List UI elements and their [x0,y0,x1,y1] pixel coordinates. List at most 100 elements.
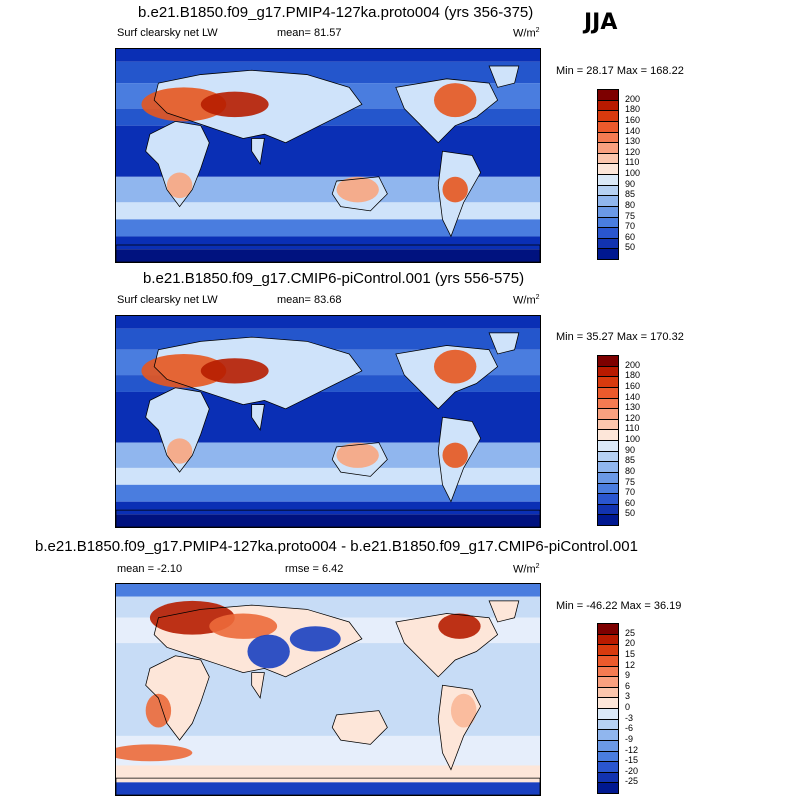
zonal-band [116,584,540,597]
coastline [153,604,363,678]
colorbar-tick-label: -3 [625,712,634,723]
panel-2-map-plot [116,316,540,527]
colorbar-tick-label: 50 [625,242,636,253]
colorbar-tick-label: 100 [625,434,641,444]
panel-1-title: b.e21.B1850.f09_g17.PMIP4-127ka.proto004… [138,4,534,21]
colorbar-tick-label: 20 [625,638,636,649]
panel-3-rmse-label: rmse = 6.42 [285,563,344,575]
panel-1-colorbar: 200 180 160 140 130 120 110 100 90 85 80 75 70 60 50 [597,89,657,260]
zonal-band [116,49,540,62]
colorbar-tick-label: 120 [625,146,641,157]
field-anomaly [438,613,481,639]
panel-2-mean-label: mean= 83.68 [277,294,342,306]
field-anomaly [145,693,172,728]
field-anomaly [141,87,227,122]
colorbar-tick-label: 130 [625,402,641,413]
colorbar-tick-label: -6 [625,723,634,734]
coastline [488,332,520,355]
colorbar-cell [597,782,619,794]
panel-3-map-plot [116,584,540,795]
panel-2-variable-label: Surf clearsky net LW [117,294,218,306]
coastline [437,684,482,771]
colorbar-tick-label: 50 [625,508,636,519]
colorbar-tick-label: 75 [625,210,636,221]
colorbar-tick-label: 100 [625,168,641,178]
colorbar-tick-label: 85 [625,189,636,200]
colorbar-tick-label: 180 [625,370,641,381]
field-anomaly [200,358,269,384]
panel-2-colorbar: 200 180 160 140 130 120 110 100 90 85 80 75 70 60 50 [597,355,657,526]
field-anomaly [116,744,193,762]
field-anomaly [289,626,341,652]
panel-1-mean-label: mean= 81.57 [277,27,342,39]
colorbar-tick-label: 12 [625,659,636,670]
land-region [489,332,519,354]
land-region [145,387,210,473]
zonal-band [116,765,540,783]
land-region [251,672,265,698]
coastline [437,416,482,503]
season-label: JJA [584,10,618,35]
coastline [153,69,363,144]
zonal-band [116,202,540,220]
colorbar-tick-label: 70 [625,221,636,232]
coastline [395,345,499,410]
land-region [489,66,519,88]
colorbar-tick-label: 160 [625,114,641,125]
field-anomaly [434,349,477,384]
panel-3-map [115,583,541,796]
land-region [145,655,210,741]
coastline [437,150,482,238]
panel-3-title: b.e21.B1850.f09_g17.PMIP4-127ka.proto004… [35,538,638,555]
colorbar-tick-label: 200 [625,359,641,370]
coastline [251,672,265,699]
field-anomaly [209,613,278,639]
colorbar-tick-label: 3 [625,691,631,702]
land-region [145,121,210,207]
colorbar-tick-label: 110 [625,157,640,168]
colorbar-tick-label: -15 [625,755,639,766]
field-anomaly [166,172,193,199]
coastline [116,244,540,262]
coastline [488,65,520,88]
colorbar-tick-label: 0 [625,702,631,712]
panel-2-map [115,315,541,528]
coastline [145,655,210,741]
colorbar-tick-label: -25 [625,776,639,787]
colorbar-tick-label: 15 [625,648,636,659]
land-region [332,710,388,745]
coastline [331,442,388,477]
colorbar-tick-label: 6 [625,680,631,691]
colorbar-tick-label: 60 [625,497,636,508]
zonal-band [116,501,540,515]
land-region [489,600,519,622]
colorbar-tick-label: -9 [625,733,634,744]
colorbar-tick-label: 160 [625,380,641,391]
colorbar-cell [597,514,619,526]
colorbar-tick-label: 85 [625,455,636,466]
colorbar-tick-label: 9 [625,670,631,681]
colorbar-tick-label: 110 [625,423,640,434]
zonal-band [116,316,540,329]
field-anomaly [141,353,227,388]
panel-1-map-plot [116,49,540,262]
field-anomaly [336,442,379,468]
field-anomaly [450,693,477,728]
panel-2-minmax: Min = 35.27 Max = 170.32 [556,331,684,343]
colorbar-tick-label: 80 [625,199,636,210]
zonal-band [116,782,540,795]
field-anomaly [434,83,477,118]
panel-3-colorbar: 25 20 15 12 9 6 3 0 -3 -6 -9 -12 -15 -20 -25 [597,623,657,794]
field-anomaly [200,91,269,118]
zonal-band [116,484,540,502]
colorbar-tick-label: 60 [625,231,636,242]
panel-1-variable-label: Surf clearsky net LW [117,27,218,39]
coastline [395,613,499,678]
land-region [251,404,265,430]
colorbar-tick-label: 70 [625,487,636,498]
colorbar-tick-label: 90 [625,178,636,189]
panel-3-mean-label: mean = -2.10 [117,563,183,575]
colorbar-tick-label: 180 [625,104,641,115]
field-anomaly [247,634,290,669]
zonal-band [116,236,540,250]
